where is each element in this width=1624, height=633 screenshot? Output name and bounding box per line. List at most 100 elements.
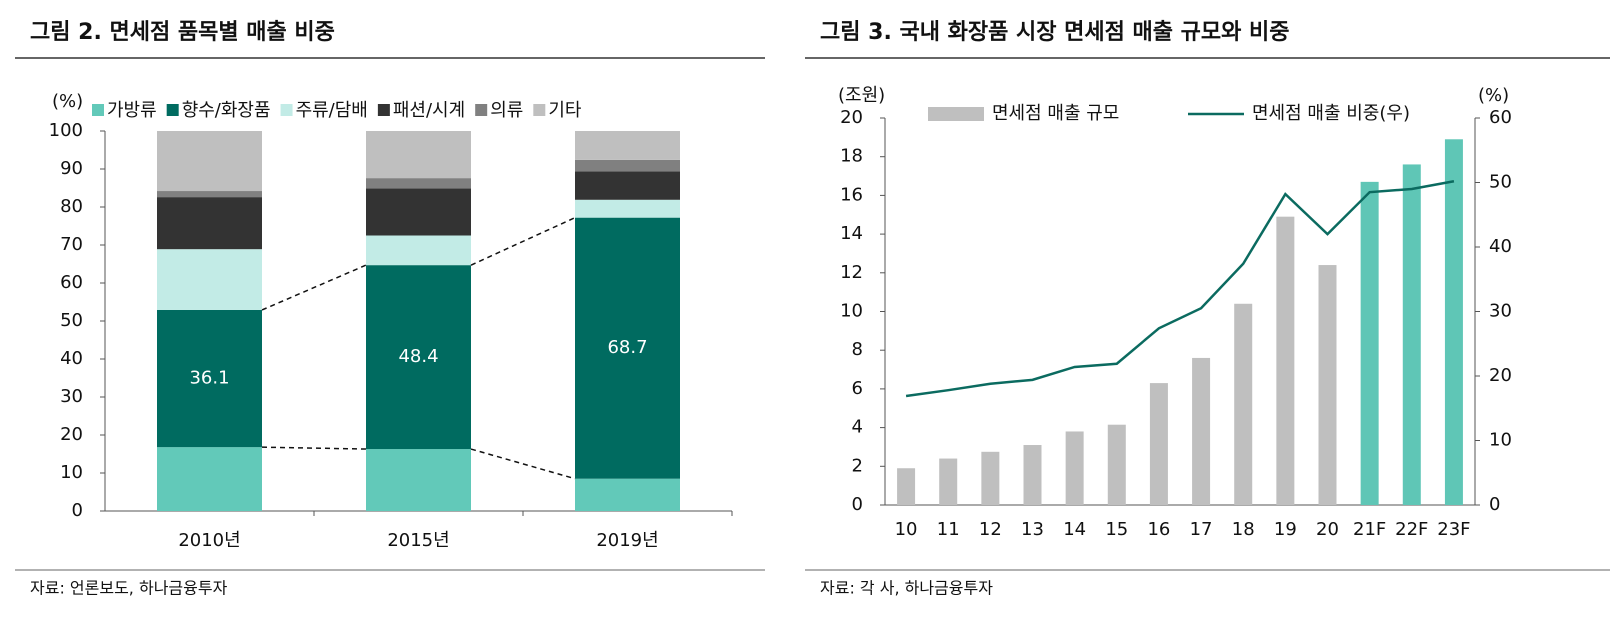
x-tick-label: 12	[979, 519, 1002, 540]
y-tick-label: 0	[72, 500, 83, 521]
bar	[1318, 265, 1337, 505]
bar	[981, 451, 1000, 505]
x-tick-label: 16	[1147, 519, 1170, 540]
legend-swatch	[377, 104, 390, 116]
y2-tick-label: 10	[1489, 430, 1512, 451]
x-tick-label: 10	[895, 519, 918, 540]
y-tick-label: 18	[840, 146, 863, 167]
x-tick-label: 15	[1105, 519, 1128, 540]
bar-segment	[366, 265, 471, 450]
y2-tick-label: 30	[1489, 301, 1512, 322]
y-axis-label: (조원)	[838, 85, 885, 106]
legend-swatch	[280, 104, 293, 116]
y-tick-label: 100	[49, 120, 83, 141]
bar-segment	[366, 235, 471, 266]
x-tick-label: 2010년	[178, 530, 240, 551]
legend-label: 면세점 매출 비중(우)	[1252, 103, 1410, 124]
bar	[1360, 181, 1379, 506]
chart-title: 그림 2. 면세점 품목별 매출 비중	[30, 20, 335, 45]
y2-tick-label: 40	[1489, 236, 1512, 257]
y-tick-label: 4	[852, 417, 863, 438]
bar-segment	[157, 309, 262, 448]
bar	[1402, 164, 1421, 505]
x-tick-label: 14	[1063, 519, 1086, 540]
x-tick-label: 19	[1274, 519, 1297, 540]
legend-label: 의류	[490, 100, 523, 121]
legend-label: 주류/담배	[296, 100, 368, 121]
y-tick-label: 20	[840, 107, 863, 128]
y-tick-label: 90	[60, 158, 83, 179]
legend-swatch	[166, 104, 179, 116]
y-tick-label: 70	[60, 234, 83, 255]
x-tick-label: 21F	[1353, 519, 1386, 540]
x-tick-label: 22F	[1395, 519, 1428, 540]
legend-label: 향수/화장품	[182, 100, 271, 121]
bar	[1149, 383, 1168, 505]
legend-label: 기타	[548, 100, 582, 121]
legend-swatch	[533, 104, 546, 116]
y-axis-label: (%)	[52, 91, 83, 112]
connector	[261, 446, 367, 450]
bar	[1234, 303, 1253, 505]
bar	[1065, 431, 1084, 505]
x-tick-label: 13	[1021, 519, 1044, 540]
bar	[939, 458, 958, 505]
bar	[1107, 424, 1126, 505]
bar-segment	[575, 131, 680, 160]
x-tick-label: 2015년	[387, 530, 449, 551]
legend-swatch	[928, 107, 984, 121]
y-tick-label: 14	[840, 223, 863, 244]
connector	[470, 216, 576, 266]
y-tick-label: 16	[840, 184, 863, 205]
connector	[470, 448, 576, 480]
bar-segment	[157, 131, 262, 192]
source: 자료: 각 사, 하나금융투자	[820, 579, 993, 598]
legend-label: 패션/시계	[393, 100, 465, 121]
bar-segment	[157, 197, 262, 250]
y2-tick-label: 50	[1489, 172, 1512, 193]
y-tick-label: 40	[60, 348, 83, 369]
x-tick-label: 17	[1190, 519, 1213, 540]
x-tick-label: 23F	[1437, 519, 1470, 540]
chart-title: 그림 3. 국내 화장품 시장 면세점 매출 규모와 비중	[820, 20, 1290, 45]
legend-label: 면세점 매출 규모	[992, 103, 1119, 124]
bar-segment	[157, 191, 262, 198]
data-label: 68.7	[607, 337, 647, 358]
bar-segment	[366, 449, 471, 511]
legend-label: 가방류	[107, 100, 157, 121]
bar-segment	[575, 171, 680, 200]
y-tick-label: 50	[60, 310, 83, 331]
bar-segment	[157, 447, 262, 511]
x-tick-label: 11	[937, 519, 960, 540]
y-tick-label: 6	[852, 378, 863, 399]
bar-segment	[575, 199, 680, 218]
y2-tick-label: 20	[1489, 365, 1512, 386]
y-tick-label: 80	[60, 196, 83, 217]
y2-axis-label: (%)	[1478, 85, 1509, 106]
bar	[1023, 445, 1042, 505]
line	[905, 179, 1455, 398]
legend-swatch	[92, 104, 104, 116]
source: 자료: 언론보도, 하나금융투자	[30, 579, 228, 598]
bar-segment	[366, 188, 471, 236]
y2-tick-label: 60	[1489, 107, 1512, 128]
y-tick-label: 20	[60, 424, 83, 445]
connector	[261, 264, 367, 311]
y-tick-label: 60	[60, 272, 83, 293]
bar-segment	[575, 159, 680, 172]
y-tick-label: 0	[852, 494, 863, 515]
y-tick-label: 30	[60, 386, 83, 407]
y-tick-label: 8	[852, 339, 863, 360]
y2-tick-label: 0	[1489, 494, 1500, 515]
y-tick-label: 10	[840, 301, 863, 322]
y-tick-label: 12	[840, 262, 863, 283]
data-label: 48.4	[398, 346, 438, 367]
x-tick-label: 20	[1316, 519, 1339, 540]
bar-segment	[157, 249, 262, 310]
bar	[1444, 139, 1463, 505]
bar-segment	[366, 178, 471, 189]
y-tick-label: 2	[852, 455, 863, 476]
y-tick-label: 10	[60, 462, 83, 483]
x-tick-label: 2019년	[596, 530, 658, 551]
bar	[897, 468, 916, 505]
